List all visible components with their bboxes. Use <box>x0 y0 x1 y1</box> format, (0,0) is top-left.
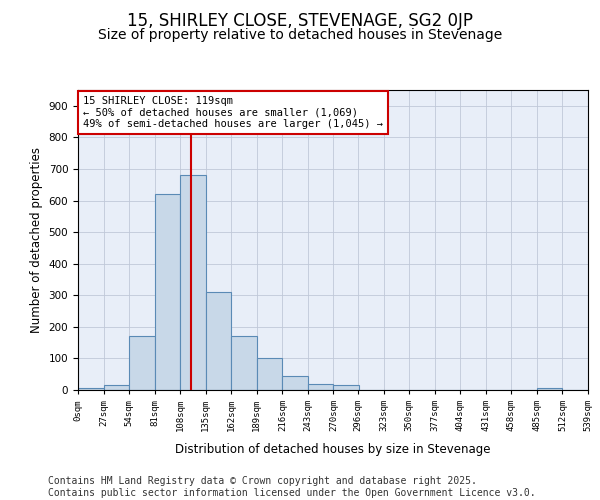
Bar <box>334 386 359 390</box>
Bar <box>78 388 104 390</box>
Bar <box>308 384 334 390</box>
Bar <box>206 292 231 390</box>
Text: Contains HM Land Registry data © Crown copyright and database right 2025.
Contai: Contains HM Land Registry data © Crown c… <box>48 476 536 498</box>
Text: 15 SHIRLEY CLOSE: 119sqm
← 50% of detached houses are smaller (1,069)
49% of sem: 15 SHIRLEY CLOSE: 119sqm ← 50% of detach… <box>83 96 383 129</box>
Bar <box>283 376 308 390</box>
Bar <box>104 386 129 390</box>
Text: Size of property relative to detached houses in Stevenage: Size of property relative to detached ho… <box>98 28 502 42</box>
Bar <box>257 358 283 390</box>
Text: Distribution of detached houses by size in Stevenage: Distribution of detached houses by size … <box>175 442 491 456</box>
Bar <box>180 176 206 390</box>
Bar <box>155 194 180 390</box>
Bar <box>231 336 257 390</box>
Y-axis label: Number of detached properties: Number of detached properties <box>30 147 43 333</box>
Bar <box>129 336 155 390</box>
Bar <box>537 388 562 390</box>
Text: 15, SHIRLEY CLOSE, STEVENAGE, SG2 0JP: 15, SHIRLEY CLOSE, STEVENAGE, SG2 0JP <box>127 12 473 30</box>
